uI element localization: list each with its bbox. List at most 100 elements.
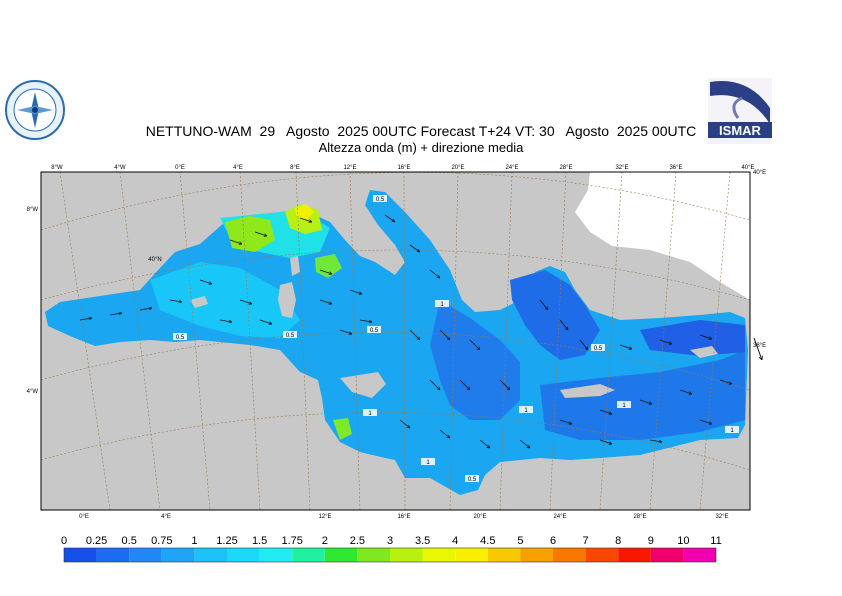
right-lat-label: 38°E — [753, 343, 766, 349]
top-lon-label: 0°E — [175, 165, 185, 171]
contour-label-bg — [367, 326, 381, 333]
wave-direction-arrows — [79, 214, 732, 448]
legend-label: 2 — [322, 535, 328, 547]
contour-label-bg — [591, 344, 605, 351]
map-subtitle: Altezza onda (m) + direzione media — [318, 140, 524, 155]
legend-color-box — [422, 548, 456, 562]
contour-label: 0.5 — [286, 333, 295, 339]
legend-label: 11 — [710, 535, 721, 547]
map-frame — [40, 171, 751, 511]
island-sardinia — [278, 282, 296, 318]
contour-label: 0.5 — [594, 346, 603, 352]
legend-color-box — [487, 548, 521, 562]
legend-outline — [63, 547, 717, 563]
legend-color-box — [683, 548, 716, 562]
island-cyprus — [690, 346, 718, 358]
legend-color-box — [227, 548, 260, 562]
left-lat-label: 8°W — [27, 207, 39, 213]
legend-label: 1.5 — [252, 535, 267, 547]
sea-high-sicily — [333, 418, 352, 440]
left-lat-label: 4°W — [27, 389, 39, 395]
sea-low-east — [640, 320, 745, 356]
map-title: NETTUNO-WAM 29 Agosto 2025 00UTC Forecas… — [145, 123, 697, 139]
legend-label: 8 — [615, 535, 621, 547]
legend-label: 0.5 — [122, 535, 137, 547]
contour-label: 0.5 — [370, 328, 379, 334]
legend-label: 4 — [452, 535, 458, 547]
inner-lat-label: 40°N — [148, 257, 161, 263]
island-corsica — [290, 256, 300, 276]
legend-label: 10 — [677, 535, 689, 547]
legend-label: 1.25 — [216, 535, 237, 547]
contour-label: 1 — [440, 302, 444, 308]
inner-latitude-labels: 40°N — [148, 257, 161, 263]
meteo-service-logo — [5, 80, 65, 140]
legend-color-box — [650, 548, 684, 562]
bottom-longitude-labels: 0°E 4°E 12°E 16°E 20°E 24°E 28°E 32°E — [79, 514, 728, 520]
legend-color-box — [292, 548, 325, 562]
bottom-lon-label: 16°E — [397, 514, 410, 520]
contour-label-bg — [283, 331, 297, 338]
legend-label: 0.75 — [151, 535, 172, 547]
island-mallorca — [190, 296, 208, 308]
top-lon-label: 16°E — [397, 165, 410, 171]
contour-label: 0.5 — [468, 477, 477, 483]
legend-color-box — [618, 548, 651, 562]
top-lon-label: 32°E — [615, 165, 628, 171]
top-lon-label: 8°W — [51, 165, 63, 171]
contour-label: 0.5 — [376, 197, 385, 203]
legend-label: 0 — [61, 535, 67, 547]
bottom-lon-label: 4°E — [161, 514, 171, 520]
contour-label-group: 0.5 1 0.5 1 1 0.5 1 0.5 1 1 0.5 0.5 — [173, 195, 739, 483]
contour-label-bg — [373, 195, 387, 202]
legend-color-box — [259, 548, 293, 562]
bottom-lon-label: 24°E — [553, 514, 566, 520]
off-domain-area-2 — [600, 172, 660, 215]
edge-arrow — [753, 337, 762, 360]
contour-label-bg — [421, 458, 435, 465]
contour-label-bg — [519, 406, 533, 413]
contour-label-bg — [435, 300, 449, 307]
top-lon-label: 36°E — [669, 165, 682, 171]
sea-peak-ligurian — [295, 204, 314, 220]
top-lon-label: 8°E — [290, 165, 300, 171]
legend-label: 7 — [583, 535, 589, 547]
legend-color-box — [553, 548, 586, 562]
sea-mid-west — [150, 262, 300, 338]
legend-color-box — [455, 548, 488, 562]
right-lat-label: 40°E — [753, 170, 766, 176]
legend-label: 5 — [517, 535, 523, 547]
legend-label: 3 — [387, 535, 393, 547]
legend-color-box — [96, 548, 130, 562]
top-longitude-labels: 8°W 4°W 0°E 4°E 8°E 12°E 16°E 20°E 24°E 28°E 32°E 3… — [51, 165, 754, 171]
bottom-lon-label: 20°E — [473, 514, 486, 520]
contour-label: 0.5 — [176, 335, 185, 341]
sea-high-gulf-lion — [225, 216, 275, 252]
legend-label: 1 — [191, 535, 197, 547]
legend-color-box — [324, 548, 358, 562]
top-lon-label: 28°E — [559, 165, 572, 171]
bottom-lon-label: 32°E — [715, 514, 728, 520]
contour-label: 1 — [368, 411, 372, 417]
bottom-lon-label: 28°E — [633, 514, 646, 520]
ismar-logo-text: ISMAR — [719, 123, 762, 138]
legend-color-box — [64, 548, 97, 562]
contour-label: 1 — [426, 460, 430, 466]
legend-color-box — [357, 548, 390, 562]
legend-color-box — [161, 548, 195, 562]
legend-label: 1.75 — [281, 535, 302, 547]
sea-high-tyrrhenian — [315, 254, 342, 278]
sea-low-aegean — [510, 270, 600, 360]
wave-height-map: 0.5 1 0.5 1 1 0.5 1 0.5 1 1 0.5 0.5 8°W 4°W 0°E 4°E 8°E… — [27, 165, 766, 520]
top-lon-label: 12°E — [343, 165, 356, 171]
island-crete — [560, 384, 615, 398]
bottom-lon-label: 0°E — [79, 514, 89, 520]
legend-label: 9 — [648, 535, 654, 547]
contour-label-bg — [173, 333, 187, 340]
left-latitude-labels: 8°W 4°W — [27, 207, 39, 395]
wave-height-legend: 0 0.25 0.5 0.75 1 1.25 1.5 1.75 2 2.5 3 3.5 4 4.5 5 6 7 8… — [61, 535, 722, 563]
bottom-lon-label: 12°E — [318, 514, 331, 520]
legend-label: 0.25 — [86, 535, 107, 547]
contour-label-bg — [465, 475, 479, 482]
legend-color-box — [520, 548, 553, 562]
